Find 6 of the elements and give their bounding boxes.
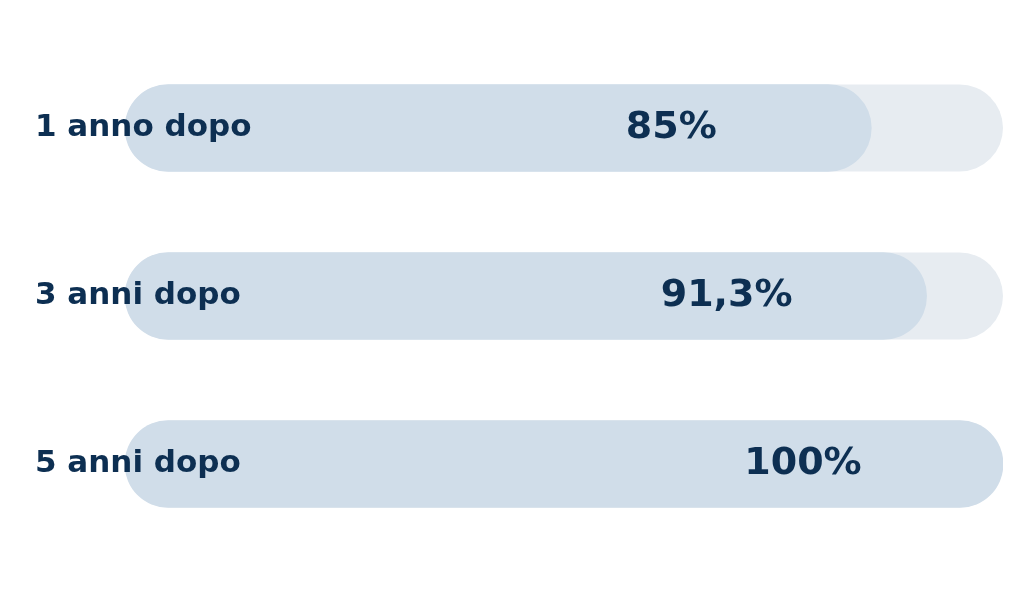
y-tick-label: 5 anni dopo	[35, 443, 241, 480]
data-label: 91,3%	[660, 270, 793, 315]
y-tick-label: 3 anni dopo	[35, 275, 241, 312]
data-label: 85%	[625, 102, 717, 147]
data-label: 100%	[744, 438, 862, 483]
y-tick-label: 1 anno dopo	[35, 107, 252, 144]
